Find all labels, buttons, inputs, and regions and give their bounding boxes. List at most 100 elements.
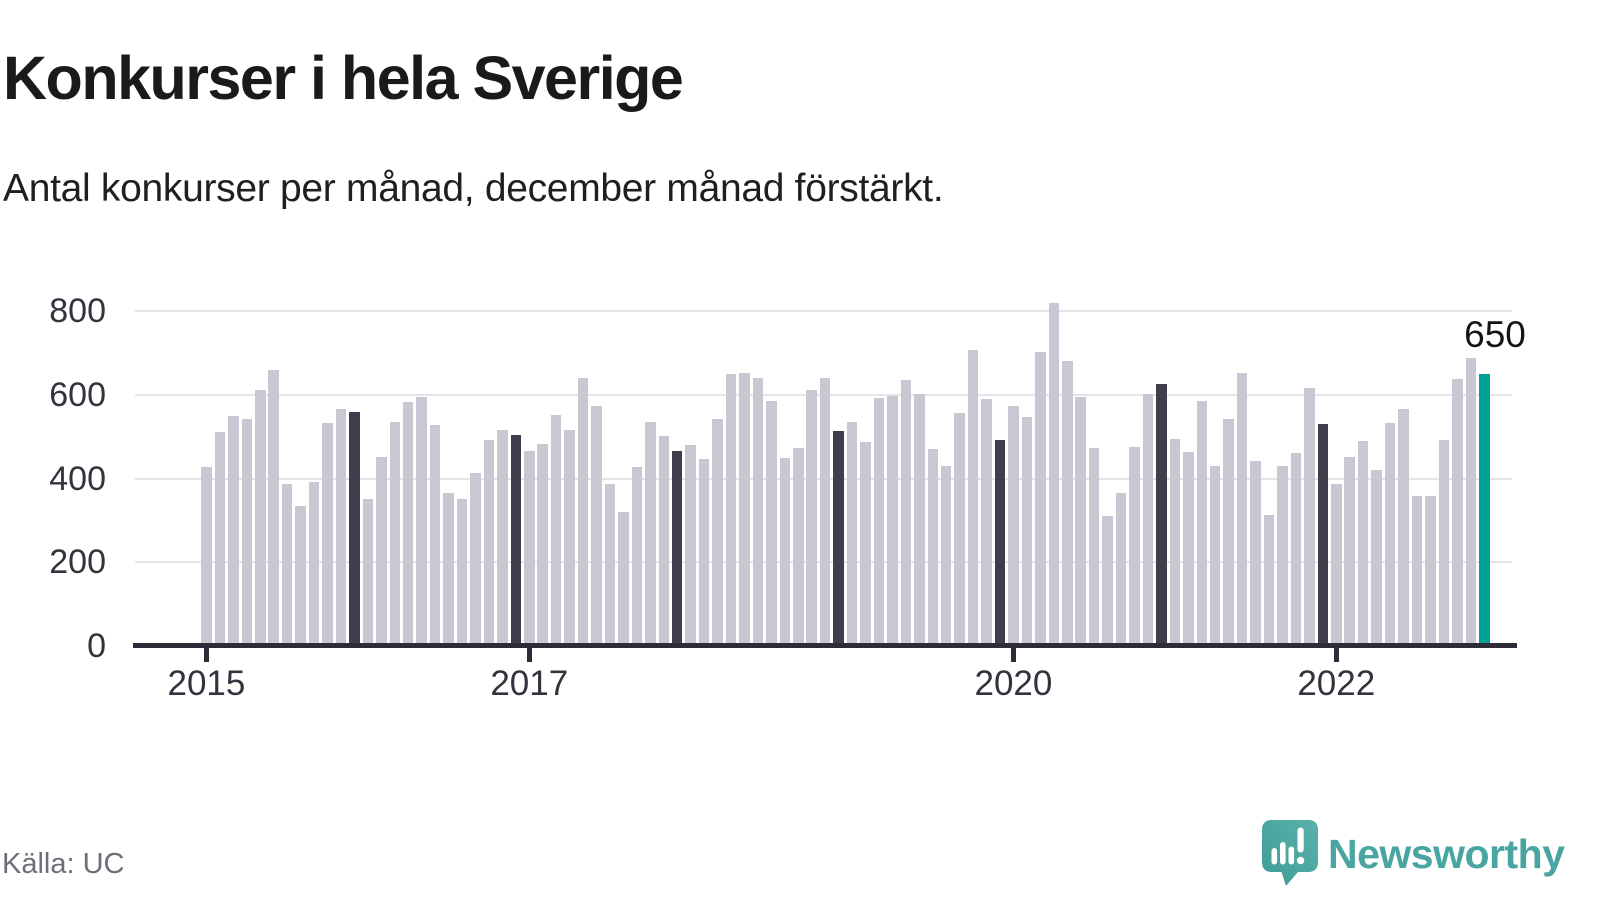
bar-2016-02 <box>376 457 387 646</box>
bar-2019-07 <box>927 449 938 646</box>
bar-2019-01 <box>846 422 858 646</box>
x-axis-label-2017: 2017 <box>490 664 569 703</box>
bar-2015-01 <box>201 467 212 646</box>
bar-2021-03 <box>1196 400 1207 646</box>
bar-2021-08 <box>1263 514 1275 646</box>
bar-2021-05 <box>1223 419 1234 646</box>
bar-2019-11 <box>981 398 992 646</box>
bar-2018-07 <box>766 401 777 646</box>
bar-2017-08 <box>618 511 629 646</box>
y-axis-label-800: 800 <box>49 292 106 330</box>
bar-2016-09 <box>470 472 481 646</box>
bar-2020-12-december <box>1156 384 1167 646</box>
bar-2018-09 <box>793 447 804 646</box>
bar-2017-07 <box>604 484 616 646</box>
bar-2018-05 <box>739 372 750 646</box>
x-axis-line <box>133 643 1517 648</box>
bar-2018-06 <box>752 377 764 646</box>
y-axis-label-0: 0 <box>87 627 106 665</box>
bar-2021-07 <box>1250 461 1261 646</box>
bar-2017-01 <box>524 450 535 646</box>
bar-2017-11 <box>658 436 669 646</box>
bar-2015-03 <box>228 416 239 646</box>
bar-2022-06 <box>1398 409 1409 646</box>
page-title: Konkurser i hela Sverige <box>3 43 684 112</box>
bar-2017-04 <box>564 429 575 646</box>
bar-2020-01 <box>1008 406 1019 646</box>
bar-2018-10 <box>806 389 817 646</box>
source-note: Källa: UC <box>2 848 125 880</box>
bar-2015-06 <box>268 369 279 646</box>
bar-2015-09 <box>308 482 320 646</box>
bar-2017-10 <box>645 422 656 646</box>
bar-2017-03 <box>550 415 562 646</box>
bar-2019-09 <box>954 412 965 646</box>
bar-2019-03 <box>873 398 885 646</box>
bar-2016-03 <box>389 422 400 646</box>
bar-2016-01 <box>362 498 374 646</box>
bar-2015-05 <box>255 389 266 646</box>
x-axis-label-2015: 2015 <box>167 664 246 703</box>
bar-2019-02 <box>860 442 871 646</box>
newsworthy-brand: Newsworthy <box>1260 818 1596 890</box>
x-axis-tick-2015 <box>203 648 209 662</box>
x-axis-tick-2022 <box>1333 648 1339 662</box>
bar-2015-08 <box>295 505 306 646</box>
bar-2022-12-latest <box>1478 373 1491 646</box>
bar-2020-04 <box>1048 303 1060 646</box>
bar-2020-07 <box>1088 448 1100 646</box>
bar-2022-01 <box>1331 483 1342 646</box>
bar-2016-11 <box>497 429 508 646</box>
x-axis-label-2022: 2022 <box>1297 664 1376 703</box>
bar-2018-03 <box>712 419 723 646</box>
bar-2021-04 <box>1209 465 1221 646</box>
bar-2021-11 <box>1304 388 1315 646</box>
x-axis-tick-2017 <box>526 648 532 662</box>
bar-2021-02 <box>1183 451 1194 646</box>
newsworthy-speech-bubble-barchart-icon <box>1262 820 1318 886</box>
bar-2020-11 <box>1142 393 1154 646</box>
latest-value-label: 650 <box>1464 314 1526 355</box>
bar-2020-09 <box>1115 493 1127 646</box>
bar-2016-07 <box>443 492 454 646</box>
bar-2020-03 <box>1035 352 1046 646</box>
bar-2021-09 <box>1277 465 1288 646</box>
bar-2019-05 <box>900 379 912 646</box>
bar-2015-07 <box>281 483 293 646</box>
bar-2016-06 <box>429 424 441 646</box>
bar-2018-04 <box>725 373 737 646</box>
y-axis-label-400: 400 <box>49 459 106 498</box>
bar-2015-10 <box>322 422 333 646</box>
y-axis-label-200: 200 <box>49 543 106 582</box>
y-axis-label-600: 600 <box>49 375 106 414</box>
bar-2018-11 <box>819 377 831 646</box>
bar-2017-05 <box>577 377 589 646</box>
brand-wordmark: Newsworthy <box>1328 831 1565 877</box>
bar-2019-10 <box>967 350 979 646</box>
bar-2022-10 <box>1452 378 1463 646</box>
bar-2022-04 <box>1371 469 1382 646</box>
bar-2016-05 <box>416 396 427 646</box>
bar-2015-11 <box>335 409 347 646</box>
bar-2018-01 <box>685 445 696 646</box>
bar-2022-07 <box>1411 495 1423 646</box>
bar-2021-01 <box>1169 438 1181 646</box>
bar-2022-02 <box>1344 456 1355 646</box>
bar-2015-04 <box>241 419 253 646</box>
bar-2017-06 <box>591 406 602 646</box>
page-subtitle: Antal konkurser per månad, december måna… <box>3 167 944 210</box>
bar-2020-05 <box>1062 360 1073 646</box>
bar-2021-06 <box>1236 372 1248 646</box>
bar-2017-12-december <box>671 451 683 646</box>
bar-2017-02 <box>537 444 548 646</box>
x-axis-label-2020: 2020 <box>974 664 1053 703</box>
bar-2019-04 <box>887 396 898 646</box>
gridline-800 <box>135 310 1512 312</box>
bar-2021-10 <box>1290 452 1302 646</box>
bar-2017-09 <box>631 467 643 646</box>
bar-2016-12-december <box>510 435 522 646</box>
bar-2022-08 <box>1425 495 1436 646</box>
bar-2019-06 <box>914 393 925 646</box>
bar-2018-12-december <box>833 430 844 646</box>
